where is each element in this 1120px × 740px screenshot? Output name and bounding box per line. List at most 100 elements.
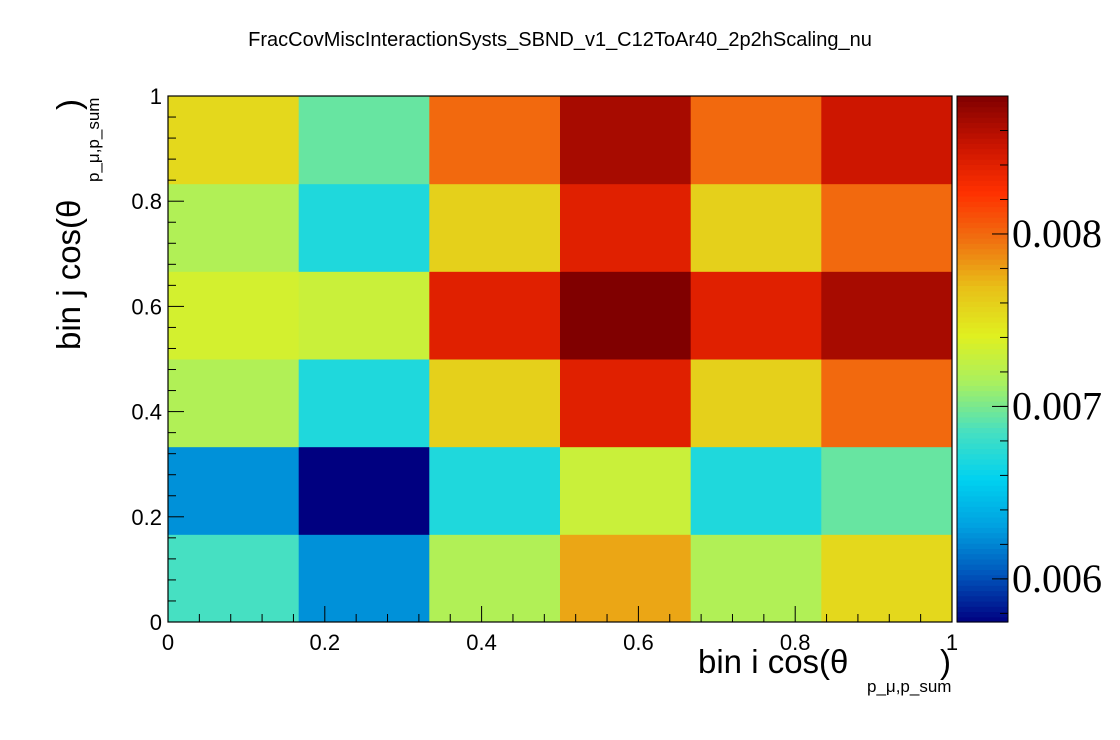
x-axis-label-close: ) bbox=[940, 643, 951, 680]
colorbar-segment bbox=[957, 537, 1008, 544]
heatmap-cell bbox=[821, 534, 953, 623]
y-tick-label: 0.8 bbox=[131, 189, 162, 214]
colorbar-segment bbox=[957, 606, 1008, 613]
colorbar-segment bbox=[957, 201, 1008, 208]
heatmap-cell bbox=[298, 271, 430, 360]
y-tick-label: 0.2 bbox=[131, 505, 162, 530]
colorbar-segment bbox=[957, 474, 1008, 481]
colorbar-segment bbox=[957, 280, 1008, 286]
x-axis-ticks: 0 0.2 0.4 0.6 0.8 1 bbox=[162, 606, 958, 655]
colorbar-segment bbox=[957, 348, 1008, 355]
colorbar-segment bbox=[957, 490, 1008, 497]
x-tick-label: 0.4 bbox=[466, 630, 497, 655]
colorbar-segment bbox=[957, 269, 1008, 276]
colorbar-segment bbox=[957, 169, 1008, 176]
heatmap-cell bbox=[821, 446, 953, 535]
colorbar-segment bbox=[957, 316, 1008, 323]
x-tick-label: 0.8 bbox=[780, 630, 811, 655]
y-axis-label-subscript: p_μ,p_sum bbox=[84, 98, 103, 182]
colorbar-segment bbox=[957, 558, 1008, 565]
colorbar-segment bbox=[957, 469, 1008, 476]
heatmap-cell bbox=[168, 446, 300, 535]
colorbar-segment bbox=[957, 243, 1008, 250]
colorbar-segment bbox=[957, 264, 1008, 271]
colorbar-segment bbox=[957, 380, 1008, 386]
colorbar-segment bbox=[957, 285, 1008, 292]
heatmap-cell bbox=[429, 271, 561, 360]
y-axis-label: bin j cos(θ bbox=[50, 200, 87, 350]
colorbar-segment bbox=[957, 553, 1008, 560]
heatmap-cell bbox=[690, 446, 822, 535]
heatmap-cell bbox=[429, 534, 561, 623]
colorbar-tick-label: 0.008 bbox=[1012, 211, 1102, 256]
heatmap-cell bbox=[298, 534, 430, 623]
colorbar-segment bbox=[957, 190, 1008, 197]
colorbar-segment bbox=[957, 238, 1008, 244]
colorbar-segment bbox=[957, 385, 1008, 392]
heatmap-cell bbox=[298, 96, 430, 185]
colorbar-segment bbox=[957, 458, 1008, 465]
heatmap-cell bbox=[821, 96, 953, 185]
colorbar-segment bbox=[957, 174, 1008, 181]
colorbar-tick-label: 0.006 bbox=[1012, 556, 1102, 601]
colorbar-segment bbox=[957, 369, 1008, 376]
heatmap-cell bbox=[560, 96, 692, 185]
colorbar-segment bbox=[957, 522, 1008, 528]
colorbar-segment bbox=[957, 248, 1008, 255]
colorbar-segment bbox=[957, 117, 1008, 123]
colorbar-segment bbox=[957, 443, 1008, 450]
colorbar-segment bbox=[957, 311, 1008, 318]
colorbar-segment bbox=[957, 395, 1008, 402]
colorbar-segment bbox=[957, 211, 1008, 218]
heatmap-cell bbox=[168, 359, 300, 448]
colorbar-segment bbox=[957, 206, 1008, 213]
colorbar-segment bbox=[957, 437, 1008, 444]
colorbar-segment bbox=[957, 479, 1008, 486]
plot-frame bbox=[167, 95, 953, 623]
colorbar-segment bbox=[957, 164, 1008, 171]
colorbar-segment bbox=[957, 106, 1008, 113]
x-axis-label-main: bin i cos(θ bbox=[698, 643, 848, 680]
x-tick-label: 0 bbox=[162, 630, 174, 655]
colorbar-segment bbox=[957, 532, 1008, 539]
colorbar-segment bbox=[957, 600, 1008, 607]
colorbar-segment bbox=[957, 516, 1008, 523]
colorbar-frame bbox=[956, 95, 1009, 623]
colorbar-segment bbox=[957, 148, 1008, 155]
colorbar-segment bbox=[957, 332, 1008, 339]
colorbar-segment bbox=[957, 306, 1008, 313]
x-axis-label-subscript: p_μ,p_sum bbox=[867, 677, 951, 696]
colorbar-segment bbox=[957, 427, 1008, 434]
heatmap-cell bbox=[429, 446, 561, 535]
colorbar-segment bbox=[957, 416, 1008, 423]
colorbar-segment bbox=[957, 295, 1008, 302]
y-tick-label: 1 bbox=[150, 84, 162, 109]
colorbar-segment bbox=[957, 390, 1008, 397]
colorbar-segment bbox=[957, 274, 1008, 281]
colorbar-segment bbox=[957, 322, 1008, 329]
colorbar-segment bbox=[957, 159, 1008, 165]
colorbar-segment bbox=[957, 185, 1008, 192]
colorbar-segment bbox=[957, 374, 1008, 381]
heatmap-cell bbox=[690, 183, 822, 272]
colorbar-segment bbox=[957, 132, 1008, 139]
colorbar-segment bbox=[957, 111, 1008, 118]
colorbar-segment bbox=[957, 595, 1008, 602]
heatmap-cell bbox=[560, 271, 692, 360]
colorbar-segment bbox=[957, 564, 1008, 570]
colorbar-segment bbox=[957, 406, 1008, 413]
colorbar-segment bbox=[957, 464, 1008, 471]
colorbar-ticks: 0.006 0.007 0.008 bbox=[992, 95, 1102, 614]
colorbar-segment bbox=[957, 411, 1008, 418]
heatmap-cell bbox=[690, 96, 822, 185]
heatmap-cell bbox=[560, 534, 692, 623]
colorbar-segment bbox=[957, 353, 1008, 360]
heatmap-cells bbox=[168, 96, 953, 623]
colorbar-segment bbox=[957, 227, 1008, 234]
colorbar-segment bbox=[957, 506, 1008, 513]
colorbar-segment bbox=[957, 448, 1008, 455]
colorbar-segment bbox=[957, 585, 1008, 592]
chart-title: FracCovMiscInteractionSysts_SBND_v1_C12T… bbox=[248, 29, 872, 51]
heatmap-cell bbox=[560, 183, 692, 272]
